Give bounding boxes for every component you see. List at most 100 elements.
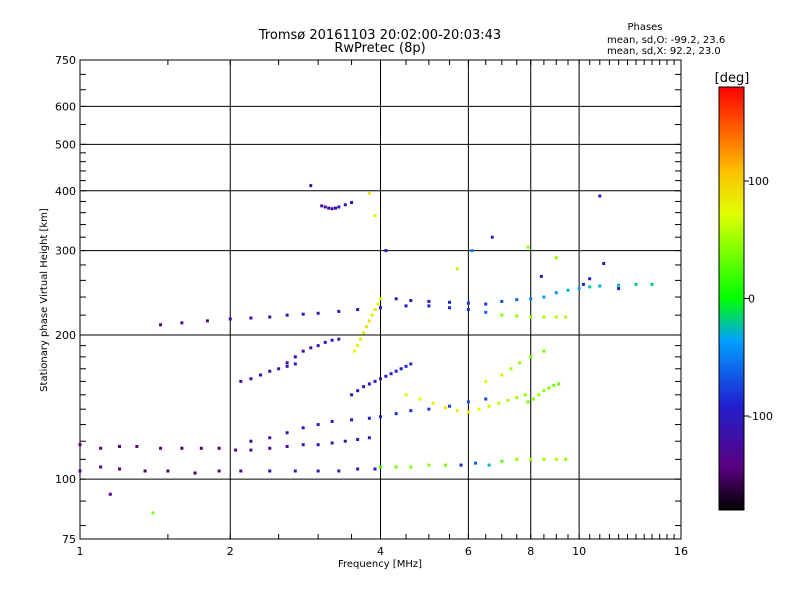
data-point [542,349,546,353]
data-point [455,267,459,271]
data-point [448,404,452,408]
data-point [564,315,568,319]
data-point [356,308,360,312]
data-point [316,443,320,447]
data-point [343,439,347,443]
data-point [337,309,341,313]
data-point [418,397,422,401]
y-tick-label: 400 [55,185,76,198]
data-point [379,465,382,469]
data-point [239,469,243,473]
data-point [268,369,272,373]
colorbar-label: [deg] [715,71,750,86]
x-tick-label: 16 [674,545,688,558]
data-point [327,206,331,210]
data-point [118,467,122,471]
data-point [320,204,324,208]
data-point [379,297,382,301]
data-point [634,282,638,286]
data-point [394,297,398,301]
data-point [301,426,305,430]
data-point [159,446,163,450]
data-point [78,469,82,473]
scatter-points [78,184,654,515]
data-point [394,465,398,469]
data-point [394,412,398,416]
data-point [367,382,371,386]
data-point [542,295,546,299]
data-point [249,316,253,320]
phase-heading: Phases [627,22,662,33]
data-point [444,463,448,467]
data-point [330,207,334,211]
data-point [566,288,570,292]
data-point [359,337,363,341]
data-point [239,379,243,383]
data-point [333,206,337,210]
data-point [249,377,253,381]
data-point [500,459,504,463]
data-point [353,349,357,353]
data-point [379,415,382,419]
data-point [159,323,163,327]
data-point [529,297,533,301]
data-point [193,471,197,475]
colorbar-tick-label: -100 [748,410,773,423]
data-point [509,367,513,371]
data-point [455,409,459,413]
data-point [316,344,320,348]
data-point [409,409,413,413]
data-point [285,444,289,448]
data-point [217,469,221,473]
data-point [394,369,398,373]
data-point [617,287,621,291]
data-point [448,300,452,304]
data-point [477,407,481,411]
data-point [547,386,551,390]
data-point [316,469,320,473]
data-point [518,361,522,365]
phase-x-stats: mean, sd,X: 92.2, 23.0 [607,46,721,57]
data-point [404,393,408,397]
data-point [539,274,543,278]
data-point [404,304,408,308]
data-point [323,205,327,209]
data-point [205,319,209,323]
data-point [367,436,371,440]
phase-o-stats: mean, sd,O: -99.2, 23.6 [607,35,725,46]
data-point [588,277,592,281]
data-point [143,469,147,473]
data-point [199,446,203,450]
x-tick-label: 2 [227,545,234,558]
data-point [564,457,568,461]
data-point [500,373,504,377]
data-point [577,287,581,291]
data-point [350,393,354,397]
data-point [337,469,341,473]
colorbar-tick-label: 100 [748,175,769,188]
data-point [367,191,371,195]
colorbar-tick-label: 0 [748,293,755,306]
data-point [373,214,377,218]
data-point [293,469,297,473]
data-point [249,448,253,452]
data-point [557,382,561,386]
data-point [350,201,354,205]
data-point [473,461,477,465]
data-point [356,344,360,348]
data-point [466,410,470,414]
minor-ticks [79,60,682,539]
data-point [330,338,334,342]
data-point [373,379,377,383]
data-point [650,282,654,286]
data-point [431,401,435,405]
data-point [427,304,431,308]
data-point [301,443,305,447]
data-point [470,249,474,253]
data-point [285,431,289,435]
data-point [180,321,184,325]
data-point [356,467,360,471]
data-point [135,444,139,448]
data-point [484,310,488,314]
data-point [484,379,488,383]
